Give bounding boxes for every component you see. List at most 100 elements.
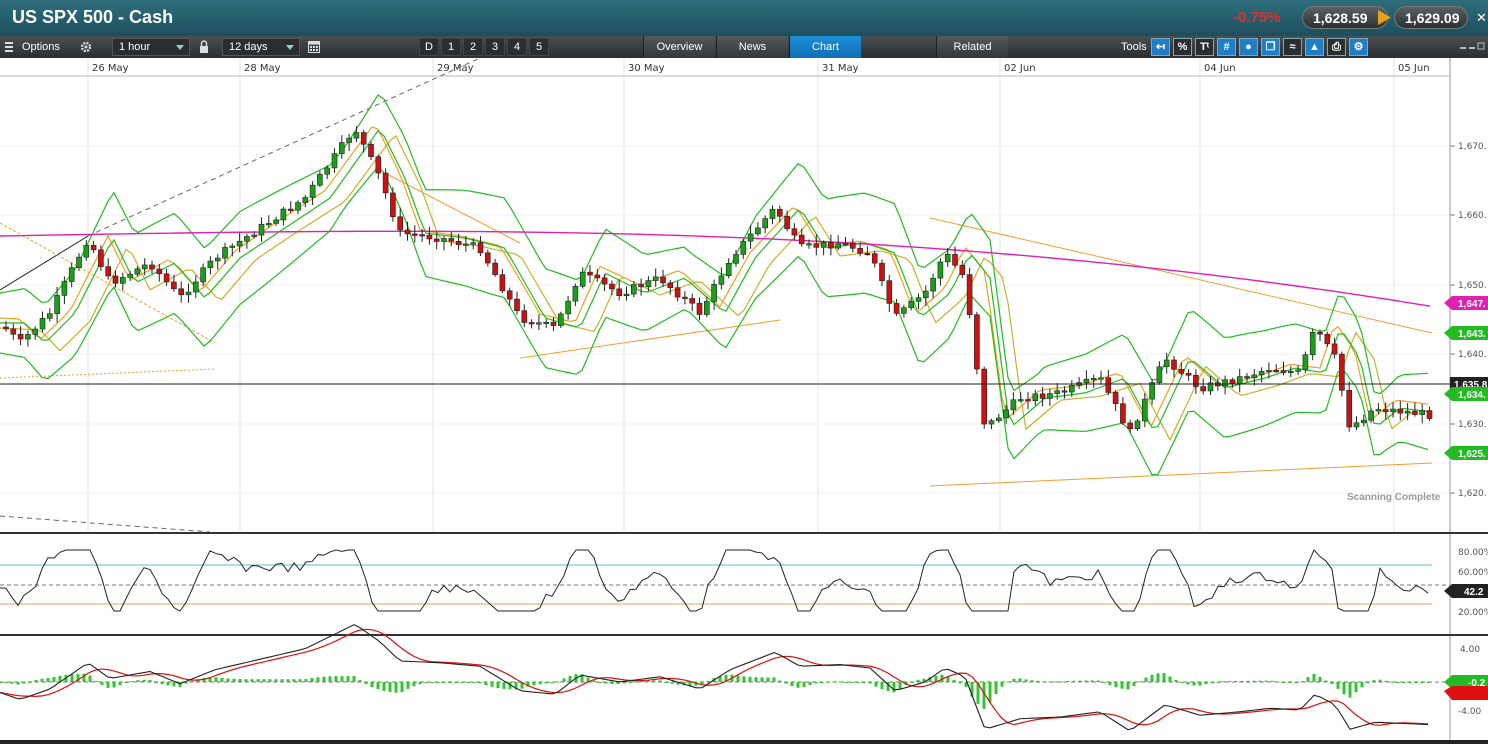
candle-body	[1280, 370, 1287, 373]
candle-body	[1339, 353, 1345, 391]
macd-histogram-bar	[382, 682, 386, 691]
chart-type-icon[interactable]: ▲	[1305, 38, 1324, 56]
menu-icon[interactable]	[4, 36, 14, 58]
date-label: 30 May	[628, 63, 665, 74]
price-change-percent: -0.75%	[1233, 9, 1281, 26]
candle-body	[798, 234, 805, 245]
candle-body	[127, 273, 133, 278]
macd-histogram-bar	[1126, 682, 1130, 690]
macd-histogram-bar	[112, 682, 116, 688]
print-icon[interactable]: ⎙	[1327, 38, 1346, 56]
macd-value-tag-label: -0.2	[1468, 678, 1486, 689]
macd-histogram-bar	[1114, 682, 1118, 688]
buy-price-button[interactable]: 1,629.09	[1394, 6, 1468, 29]
macd-histogram-bar	[1258, 680, 1262, 682]
macd-histogram-bar	[526, 682, 530, 687]
candle-body	[587, 271, 593, 276]
macd-histogram-bar	[1276, 681, 1280, 683]
candle-body	[404, 229, 411, 235]
duplicate-icon[interactable]: ❒	[1261, 38, 1280, 56]
macd-histogram-bar	[1000, 682, 1004, 687]
macd-histogram-bar	[928, 677, 932, 682]
crosshair-icon[interactable]: #	[1217, 38, 1236, 56]
settings-icon[interactable]: ⚙	[1349, 38, 1368, 56]
candle-body	[857, 248, 863, 254]
macd-histogram-bar	[430, 682, 434, 683]
back-arrow-icon[interactable]: ↤	[1151, 38, 1170, 56]
candle-body	[375, 156, 382, 174]
range-select[interactable]: 12 days	[222, 38, 300, 56]
gear-icon[interactable]	[79, 36, 93, 58]
draw-icon[interactable]: ≈	[1283, 38, 1302, 56]
calendar-icon[interactable]	[307, 36, 321, 58]
period-button-3[interactable]: 3	[485, 38, 505, 56]
lock-icon[interactable]	[198, 36, 210, 58]
title-bar: US SPX 500 - Cash -0.75% 1,628.59 1,629.…	[0, 0, 1488, 36]
macd-histogram-bar	[850, 682, 854, 683]
tab-overview[interactable]: Overview	[643, 36, 715, 58]
candle-body	[287, 208, 294, 211]
tab-news[interactable]: News	[716, 36, 788, 58]
candle-body	[1222, 379, 1228, 387]
macd-histogram-bar	[910, 681, 914, 683]
text-size-icon[interactable]: Tᵗ	[1195, 38, 1214, 56]
macd-histogram-bar	[1234, 680, 1238, 682]
macd-histogram-bar	[232, 678, 236, 682]
date-label: 31 May	[822, 63, 859, 74]
interval-select[interactable]: 1 hour	[112, 38, 190, 56]
macd-line	[0, 624, 1429, 731]
macd-histogram-bar	[226, 678, 230, 682]
period-button-2[interactable]: 2	[463, 38, 483, 56]
candle-body	[1054, 390, 1060, 394]
period-button-4[interactable]: 4	[507, 38, 527, 56]
chart-canvas[interactable]: 26 May 28 May 29 May 30 May 31 May 02 Jun 04 J…	[0, 58, 1488, 744]
candle-body	[1288, 370, 1294, 374]
candle-body	[236, 240, 243, 247]
macd-histogram-bar	[1210, 682, 1214, 683]
candle-body	[806, 243, 812, 246]
period-button-d[interactable]: D	[419, 38, 439, 56]
macd-histogram-bar	[346, 676, 350, 682]
candle-body	[1083, 378, 1090, 383]
macd-histogram-bar	[844, 682, 848, 683]
close-icon[interactable]: ✕	[1476, 10, 1487, 25]
candle-body	[1273, 370, 1279, 373]
cursor-icon[interactable]: ●	[1239, 38, 1258, 56]
candle-body	[1047, 393, 1053, 399]
candle-body	[112, 275, 119, 284]
macd-histogram-bar	[544, 682, 548, 684]
macd-histogram-bar	[136, 680, 140, 682]
macd-histogram-bar	[634, 681, 638, 683]
options-button[interactable]: Options	[22, 41, 60, 53]
indicator-value-tags: 1,647. 1,643. 1,634. 1,625.	[1444, 296, 1488, 460]
macd-histogram-bar	[76, 673, 80, 682]
percent-icon[interactable]: %	[1173, 38, 1192, 56]
period-button-5[interactable]: 5	[529, 38, 549, 56]
macd-histogram-bar	[1042, 681, 1046, 683]
macd-histogram-bar	[664, 682, 668, 683]
period-button-1[interactable]: 1	[441, 38, 461, 56]
candle-body	[207, 260, 214, 269]
sell-price-button[interactable]: 1,628.59	[1302, 6, 1391, 29]
trendlines[interactable]	[0, 58, 1433, 533]
candle-body	[842, 243, 849, 246]
tab-chart[interactable]: Chart	[789, 36, 861, 58]
candle-body	[908, 301, 915, 309]
candle-body	[1090, 378, 1097, 381]
macd-histogram-bar	[424, 682, 428, 684]
candle-body	[1295, 369, 1301, 372]
macd-histogram-bar	[586, 677, 590, 682]
window-controls-icon[interactable]	[1458, 36, 1486, 58]
macd-histogram-bar	[484, 682, 488, 686]
macd-histogram-bar	[166, 682, 170, 686]
macd-histogram-bar	[1408, 682, 1412, 683]
rsi-curve	[0, 549, 1429, 612]
tab-related[interactable]: Related	[936, 36, 1008, 58]
candle-body	[463, 243, 469, 246]
macd-histogram-bar	[580, 674, 584, 682]
candle-body	[959, 264, 966, 275]
price-tick-label: 1,640.	[1458, 350, 1487, 360]
date-label: 05 Jun	[1398, 63, 1430, 74]
macd-histogram-bar	[34, 680, 38, 682]
macd-histogram-bar	[262, 679, 266, 682]
